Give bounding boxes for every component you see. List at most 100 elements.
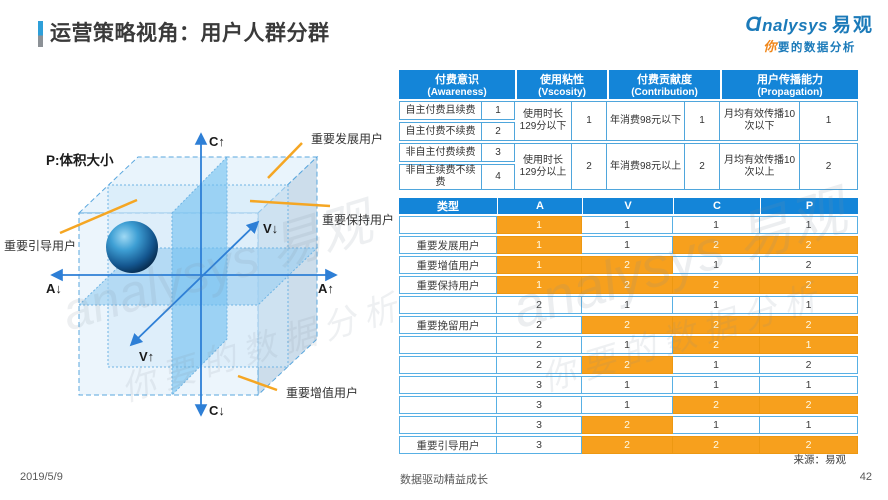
def-contribution-score: 2 — [685, 143, 721, 190]
seg-cell: 2 — [497, 296, 582, 314]
seg-cell: 3 — [497, 436, 582, 454]
seg-cell: 2 — [497, 336, 582, 354]
seg-cell: 1 — [582, 296, 673, 314]
seg-cell: 2 — [497, 356, 582, 374]
callout-line-guide — [59, 198, 138, 235]
def-vscosity-label: 使用时长129分以上 — [515, 143, 573, 190]
seg-row-label: 重要发展用户 — [399, 236, 497, 254]
callout-line-develop — [267, 142, 303, 179]
seg-cell: 2 — [673, 396, 760, 414]
seg-cell: 2 — [582, 436, 673, 454]
callout-label-guide: 重要引导用户 — [4, 238, 76, 253]
callout-line-maintain — [249, 199, 331, 208]
def-awareness-label: 非自主续费不续费 — [399, 164, 482, 190]
seg-cell: 1 — [582, 236, 673, 254]
seg-row-label — [399, 356, 497, 374]
seg-cell: 2 — [760, 356, 858, 374]
seg-cell: 1 — [497, 256, 582, 274]
def-col-header: 使用粘性 (Vscosity) — [515, 70, 608, 99]
seg-cell: 1 — [497, 216, 582, 234]
brand-cn: 易观 — [831, 15, 874, 36]
seg-cell: 2 — [673, 236, 760, 254]
axis-label-a-up: A↑ — [318, 281, 334, 296]
seg-cell: 1 — [673, 376, 760, 394]
axis-label-c-up: C↑ — [209, 134, 225, 149]
seg-cell: 2 — [760, 236, 858, 254]
seg-cell: 2 — [673, 436, 760, 454]
callout-label-maintain: 重要保持用户 — [322, 212, 394, 227]
brand-latin: Ɑnalysys — [745, 13, 828, 36]
seg-cell: 2 — [582, 316, 673, 334]
seg-row-label: 重要增值用户 — [399, 256, 497, 274]
callout-line-value-add — [237, 374, 278, 392]
title-accent-bar — [38, 21, 43, 47]
seg-cell: 1 — [760, 336, 858, 354]
def-col-header: 付费意识 (Awareness) — [399, 70, 516, 99]
seg-cell: 3 — [497, 416, 582, 434]
def-propagation-score: 2 — [800, 143, 859, 190]
seg-cell: 1 — [673, 216, 760, 234]
def-vscosity-score: 2 — [572, 143, 608, 190]
segment-table-body: 1 1 1 1 重要发展用户 1 1 2 2 重要增值用户 1 2 1 2 重要保持用户 1 2 2 2 2 1 1 1 重要… — [399, 216, 858, 454]
brand-tagline: 你要的数据分析 — [763, 38, 856, 54]
seg-cell: 1 — [673, 416, 760, 434]
seg-cell: 2 — [582, 256, 673, 274]
seg-row-label — [399, 336, 497, 354]
seg-row: 重要发展用户 1 1 2 2 — [399, 236, 858, 254]
def-col-header-en: (Awareness) — [427, 87, 487, 98]
def-contribution-label: 年消费98元以上 — [607, 143, 686, 190]
seg-cell: 1 — [760, 376, 858, 394]
seg-cell: 1 — [582, 336, 673, 354]
seg-col-header: C — [673, 198, 760, 214]
footer-page-number: 42 — [859, 471, 872, 483]
seg-row-label — [399, 376, 497, 394]
def-vscosity-label: 使用时长129分以下 — [515, 101, 573, 141]
axis-label-v-down: V↓ — [263, 221, 278, 236]
seg-cell: 2 — [582, 356, 673, 374]
seg-cell: 1 — [673, 296, 760, 314]
def-col-header-en: (Propagation) — [757, 87, 823, 98]
footer-date: 2019/5/9 — [20, 471, 63, 483]
def-row: 非自主续费不续费 4 — [399, 164, 858, 190]
seg-row: 重要增值用户 1 2 1 2 — [399, 256, 858, 274]
def-col-header-en: (Vscosity) — [538, 87, 586, 98]
definition-table-body: 自主付费且续费 1 使用时长129分以下 1 年消费98元以下 1 月均有效传播10次以下 1… — [399, 101, 859, 190]
seg-cell: 1 — [497, 276, 582, 294]
def-propagation-label: 月均有效传播10次以下 — [720, 101, 801, 141]
def-propagation-score: 1 — [800, 101, 859, 141]
p-volume-label: P:体积大小 — [46, 152, 114, 168]
axis-v — [129, 220, 260, 347]
seg-row: 重要引导用户 3 2 2 2 — [399, 436, 858, 454]
page-title: 运营策略视角：用户人群分群 — [50, 22, 330, 45]
def-awareness-score: 3 — [482, 143, 516, 162]
def-row: 自主付费且续费 1 使用时长129分以下 1 年消费98元以下 1 月均有效传播10次以下 1 — [399, 101, 859, 141]
definition-table-head: 付费意识 (Awareness) 使用粘性 (Vscosity) 付费贡献度 (Contr… — [399, 70, 859, 99]
def-row: 非自主付费续费 3 使用时长129分以上 2 年消费98元以上 2 月均有效传播10次以上 2 — [399, 143, 859, 190]
seg-cell: 3 — [497, 376, 582, 394]
def-awareness-score: 1 — [482, 101, 516, 120]
seg-row-label: 重要挽留用户 — [399, 316, 497, 334]
def-col-header: 付费贡献度 (Contribution) — [607, 70, 721, 99]
callout-label-develop: 重要发展用户 — [311, 131, 383, 146]
seg-row-label — [399, 296, 497, 314]
def-vscosity-score: 1 — [572, 101, 608, 141]
def-awareness-score: 2 — [482, 122, 516, 141]
def-awareness-label: 自主付费且续费 — [399, 101, 482, 120]
def-col-header-cn: 付费意识 — [435, 74, 479, 86]
brand-logo-wordmark: Ɑnalysys 易观 — [745, 13, 874, 37]
seg-cell: 1 — [760, 216, 858, 234]
seg-cell: 3 — [497, 396, 582, 414]
seg-header-row: 类型 A V C P — [399, 198, 858, 214]
seg-cell: 1 — [673, 256, 760, 274]
seg-cell: 2 — [582, 276, 673, 294]
seg-cell: 1 — [582, 216, 673, 234]
seg-col-header: V — [582, 198, 673, 214]
seg-row-label: 重要引导用户 — [399, 436, 497, 454]
seg-row-label — [399, 396, 497, 414]
